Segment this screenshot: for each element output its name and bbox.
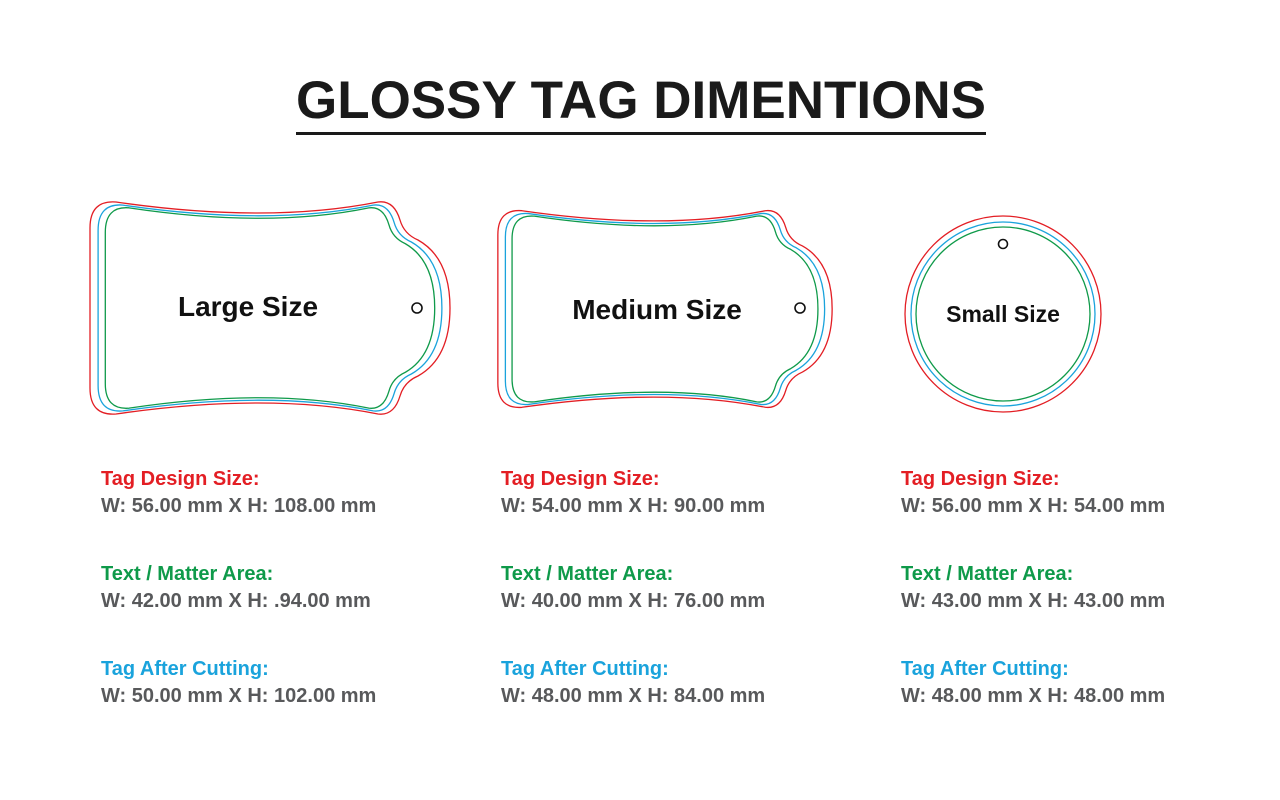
hole-icon bbox=[997, 238, 1009, 250]
after-cutting-value: W: 50.00 mm X H: 102.00 mm bbox=[101, 685, 377, 707]
design-size-value: W: 54.00 mm X H: 90.00 mm bbox=[501, 495, 766, 517]
matter-area-label: Text / Matter Area: bbox=[101, 563, 274, 585]
small-tag-specs: Tag Design Size: W: 56.00 mm X H: 54.00 … bbox=[901, 468, 1261, 753]
design-size-value: W: 56.00 mm X H: 54.00 mm bbox=[901, 495, 1166, 517]
small-tag-label: Small Size bbox=[946, 301, 1060, 327]
large-tag-label: Large Size bbox=[178, 291, 318, 322]
matter-area-label: Text / Matter Area: bbox=[901, 563, 1074, 585]
page-title: GLOSSY TAG DIMENTIONS bbox=[0, 70, 1280, 135]
matter-area-value: W: 42.00 mm X H: .94.00 mm bbox=[101, 590, 371, 612]
design-size-line bbox=[89, 201, 451, 415]
design-size-label: Tag Design Size: bbox=[101, 468, 260, 490]
large-tag-specs: Tag Design Size: W: 56.00 mm X H: 108.00… bbox=[101, 468, 461, 753]
after-cutting-label: Tag After Cutting: bbox=[901, 658, 1069, 680]
design-size-label: Tag Design Size: bbox=[901, 468, 1060, 490]
design-size-value: W: 56.00 mm X H: 108.00 mm bbox=[101, 495, 377, 517]
medium-tag-outline bbox=[497, 209, 833, 409]
small-tag-outline bbox=[904, 215, 1102, 413]
cutting-line bbox=[504, 212, 826, 406]
medium-tag-label: Medium Size bbox=[572, 294, 742, 325]
cutting-line bbox=[97, 204, 443, 412]
after-cutting-value: W: 48.00 mm X H: 48.00 mm bbox=[901, 685, 1166, 707]
large-tag-outline bbox=[89, 201, 451, 415]
matter-area-line bbox=[104, 207, 436, 409]
matter-area-value: W: 40.00 mm X H: 76.00 mm bbox=[501, 590, 766, 612]
after-cutting-label: Tag After Cutting: bbox=[501, 658, 669, 680]
matter-area-value: W: 43.00 mm X H: 43.00 mm bbox=[901, 590, 1166, 612]
matter-area-line bbox=[511, 215, 819, 403]
design-size-line bbox=[904, 215, 1102, 413]
matter-area-line bbox=[915, 226, 1091, 402]
hole-icon bbox=[411, 302, 423, 314]
matter-area-label: Text / Matter Area: bbox=[501, 563, 674, 585]
after-cutting-label: Tag After Cutting: bbox=[101, 658, 269, 680]
cutting-line bbox=[910, 221, 1096, 407]
hole-icon bbox=[794, 302, 806, 314]
design-size-line bbox=[497, 209, 833, 409]
design-size-label: Tag Design Size: bbox=[501, 468, 660, 490]
after-cutting-value: W: 48.00 mm X H: 84.00 mm bbox=[501, 685, 766, 707]
medium-tag-specs: Tag Design Size: W: 54.00 mm X H: 90.00 … bbox=[501, 468, 861, 753]
